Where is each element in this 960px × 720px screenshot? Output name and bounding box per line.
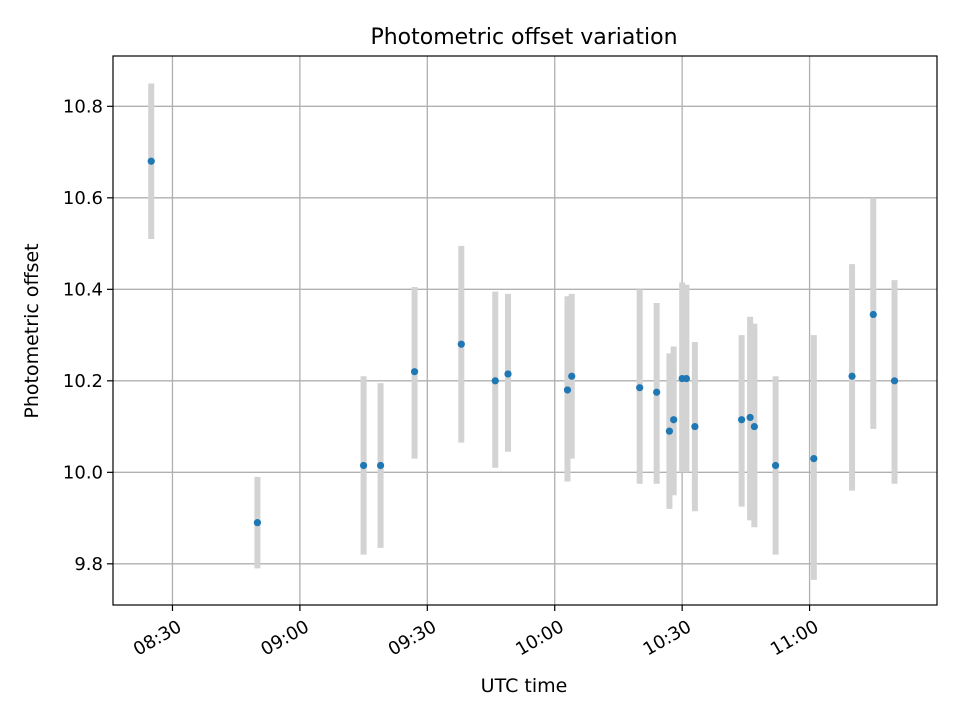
point-layer bbox=[147, 157, 899, 527]
data-point bbox=[253, 519, 262, 527]
data-point bbox=[359, 461, 368, 470]
data-point bbox=[653, 388, 661, 396]
data-point bbox=[746, 413, 754, 422]
data-point bbox=[670, 416, 678, 424]
data-point bbox=[848, 372, 856, 380]
data-point bbox=[771, 461, 780, 470]
data-point bbox=[810, 455, 818, 463]
data-point bbox=[665, 427, 674, 435]
data-point bbox=[568, 372, 576, 380]
x-axis-label: UTC time bbox=[481, 675, 568, 697]
data-point bbox=[738, 416, 746, 424]
y-axis-label: Photometric offset bbox=[21, 243, 43, 418]
plot-frame bbox=[112, 55, 938, 606]
data-point bbox=[410, 368, 419, 376]
data-point bbox=[691, 422, 699, 431]
y-tick-label: 9.8 bbox=[74, 554, 103, 575]
y-tick-label: 10.2 bbox=[63, 371, 103, 392]
y-tick-label: 10.4 bbox=[63, 279, 103, 300]
data-point bbox=[504, 370, 512, 378]
data-point bbox=[563, 386, 572, 394]
data-point bbox=[376, 461, 385, 470]
data-point bbox=[682, 374, 691, 383]
data-point bbox=[147, 157, 155, 165]
y-tick-label: 10.0 bbox=[63, 462, 103, 483]
data-point bbox=[890, 377, 899, 385]
data-point bbox=[869, 310, 877, 319]
chart-title: Photometric offset variation bbox=[370, 25, 677, 50]
y-tick-label: 10.8 bbox=[63, 96, 103, 117]
data-point bbox=[491, 377, 499, 385]
data-point bbox=[750, 422, 758, 431]
data-point bbox=[457, 340, 465, 348]
data-point bbox=[636, 384, 644, 392]
grid-layer bbox=[113, 56, 937, 605]
y-tick-label: 10.6 bbox=[63, 188, 103, 209]
